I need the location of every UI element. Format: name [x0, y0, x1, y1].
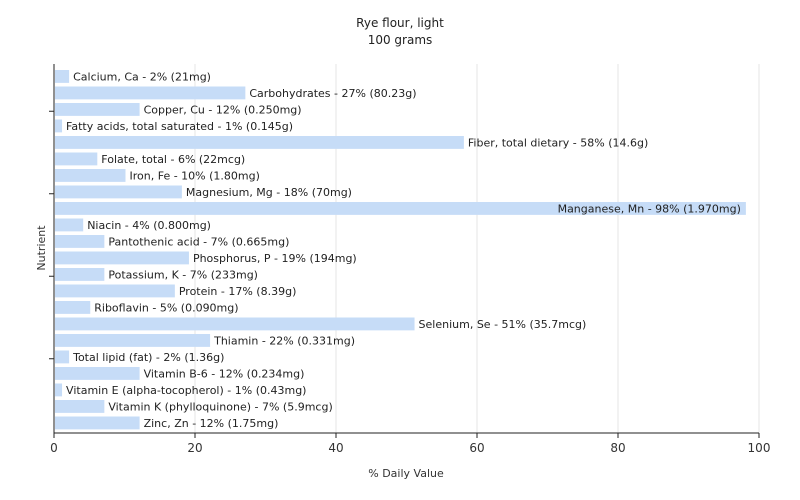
- bar: [55, 86, 246, 100]
- axes: [49, 64, 759, 434]
- x-axis-label: % Daily Value: [368, 467, 444, 480]
- x-tick-label: 60: [469, 441, 484, 455]
- bar-label: Calcium, Ca - 2% (21mg): [73, 70, 211, 83]
- bar-label: Protein - 17% (8.39g): [179, 285, 297, 298]
- x-tick-label: 40: [328, 441, 343, 455]
- bar-label: Potassium, K - 7% (233mg): [108, 268, 258, 281]
- bar-label: Copper, Cu - 12% (0.250mg): [144, 103, 302, 116]
- bar: [55, 169, 126, 182]
- bar: [55, 103, 140, 116]
- bar: [55, 284, 175, 298]
- gridlines: [53, 64, 760, 438]
- bar-label: Fiber, total dietary - 58% (14.6g): [468, 136, 648, 149]
- bar: [55, 400, 105, 413]
- bars: Calcium, Ca - 2% (21mg) Carbohydrates - 2…: [55, 70, 746, 430]
- bar: [55, 334, 211, 347]
- x-tick-label: 80: [610, 441, 625, 455]
- x-tick-labels: 0 20 40 60 80 100: [50, 441, 770, 455]
- y-axis-label: Nutrient: [35, 225, 48, 271]
- bar: [55, 202, 746, 215]
- bar-label: Fatty acids, total saturated - 1% (0.145…: [66, 120, 293, 133]
- bar: [55, 268, 105, 281]
- bar-label: Pantothenic acid - 7% (0.665mg): [108, 235, 289, 248]
- bar-label: Selenium, Se - 51% (35.7mcg): [419, 318, 587, 331]
- bar: [55, 70, 70, 83]
- bar-label: Thiamin - 22% (0.331mg): [213, 334, 355, 347]
- bar: [55, 119, 63, 133]
- bar: [55, 136, 464, 149]
- chart-subtitle: 100 grams: [368, 33, 433, 47]
- bar-label: Carbohydrates - 27% (80.23g): [249, 87, 416, 100]
- bar: [55, 416, 140, 430]
- x-tick-label: 100: [748, 441, 771, 455]
- bar: [55, 383, 63, 397]
- bar-label: Vitamin B-6 - 12% (0.234mg): [144, 367, 305, 380]
- bar: [55, 235, 105, 248]
- bar: [55, 152, 98, 166]
- x-tick-label: 20: [187, 441, 202, 455]
- bar-label: Total lipid (fat) - 2% (1.36g): [72, 351, 224, 364]
- bar-label: Vitamin E (alpha-tocopherol) - 1% (0.43m…: [66, 384, 306, 397]
- x-tick-label: 0: [50, 441, 58, 455]
- bar-label: Vitamin K (phylloquinone) - 7% (5.9mcg): [108, 400, 332, 413]
- bar: [55, 301, 91, 314]
- bar-label: Phosphorus, P - 19% (194mg): [193, 252, 357, 265]
- bar: [55, 367, 140, 380]
- chart-title: Rye flour, light: [356, 16, 444, 30]
- bar: [55, 350, 70, 364]
- bar-label: Zinc, Zn - 12% (1.75mg): [144, 417, 279, 430]
- bar: [55, 218, 84, 232]
- bar: [55, 251, 189, 265]
- bar-label: Folate, total - 6% (22mcg): [101, 153, 245, 166]
- bar: [55, 317, 415, 331]
- bar-label: Magnesium, Mg - 18% (70mg): [186, 186, 352, 199]
- bar-label: Manganese, Mn - 98% (1.970mg): [558, 202, 741, 215]
- bar-label: Iron, Fe - 10% (1.80mg): [130, 169, 260, 182]
- bar-label: Riboflavin - 5% (0.090mg): [94, 301, 238, 314]
- bar-label: Niacin - 4% (0.800mg): [87, 219, 211, 232]
- bar: [55, 185, 182, 199]
